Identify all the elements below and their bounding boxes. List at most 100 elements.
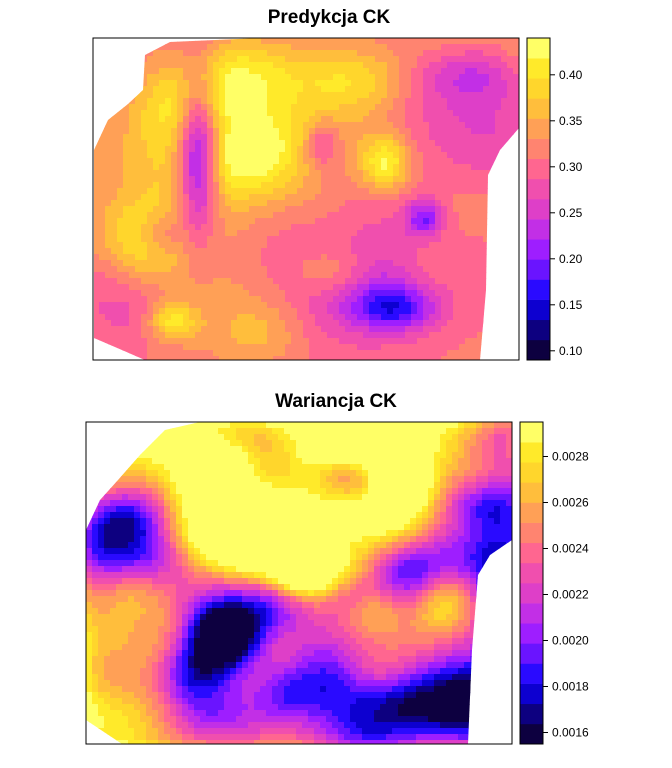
map-cell: [393, 344, 400, 351]
map-cell: [459, 290, 466, 297]
map-cell: [255, 56, 262, 63]
map-cell: [507, 248, 514, 255]
map-cell: [476, 422, 483, 429]
map-cell: [477, 344, 484, 351]
map-cell: [309, 188, 316, 195]
map-cell: [122, 488, 129, 495]
map-cell: [315, 200, 322, 207]
map-cell: [405, 320, 412, 327]
map-cell: [147, 254, 154, 261]
map-cell: [272, 482, 279, 489]
map-cell: [111, 134, 118, 141]
map-cell: [315, 194, 322, 201]
map-cell: [183, 260, 190, 267]
map-cell: [165, 68, 172, 75]
map-cell: [213, 98, 220, 105]
map-cell: [405, 248, 412, 255]
map-cell: [417, 242, 424, 249]
map-cell: [267, 62, 274, 69]
map-cell: [392, 494, 399, 501]
map-cell: [321, 248, 328, 255]
map-cell: [309, 116, 316, 123]
map-cell: [375, 86, 382, 93]
map-cell: [129, 80, 136, 87]
map-cell: [393, 128, 400, 135]
map-cell: [243, 62, 250, 69]
map-cell: [219, 74, 226, 81]
map-cell: [386, 470, 393, 477]
map-cell: [345, 200, 352, 207]
map-cell: [459, 344, 466, 351]
map-cell: [176, 428, 183, 435]
map-cell: [153, 236, 160, 243]
map-cell: [218, 488, 225, 495]
map-cell: [225, 116, 232, 123]
map-cell: [94, 242, 100, 249]
map-cell: [327, 260, 334, 267]
map-cell: [213, 74, 220, 81]
map-cell: [320, 428, 327, 435]
map-cell: [290, 440, 297, 447]
map-cell: [333, 350, 340, 357]
map-cell: [423, 326, 430, 333]
map-cell: [243, 170, 250, 177]
map-cell: [489, 62, 496, 69]
map-cell: [279, 116, 286, 123]
map-cell: [212, 494, 219, 501]
map-cell: [249, 290, 256, 297]
map-cell: [363, 110, 370, 117]
map-cell: [171, 56, 178, 63]
map-cell: [459, 38, 466, 45]
map-cell: [171, 344, 178, 351]
map-cell: [219, 98, 226, 105]
map-cell: [494, 440, 501, 447]
map-cell: [482, 452, 489, 459]
map-cell: [94, 332, 100, 339]
map-cell: [363, 218, 370, 225]
map-cell: [453, 140, 460, 147]
map-cell: [129, 128, 136, 135]
map-cell: [99, 80, 106, 87]
map-cell: [278, 464, 285, 471]
map-cell: [429, 296, 436, 303]
map-cell: [458, 488, 465, 495]
map-cell: [159, 44, 166, 51]
map-cell: [285, 206, 292, 213]
map-cell: [327, 212, 334, 219]
map-cell: [453, 50, 460, 57]
map-cell: [411, 308, 418, 315]
map-cell: [105, 98, 112, 105]
map-cell: [147, 116, 154, 123]
map-cell: [141, 128, 148, 135]
map-cell: [218, 512, 225, 519]
map-cell: [237, 350, 244, 357]
map-cell: [236, 434, 243, 441]
map-cell: [308, 476, 315, 483]
map-cell: [141, 338, 148, 345]
map-cell: [99, 110, 106, 117]
map-cell: [230, 422, 237, 429]
map-cell: [393, 62, 400, 69]
map-cell: [471, 194, 478, 201]
map-cell: [302, 434, 309, 441]
map-cell: [201, 92, 208, 99]
map-cell: [189, 290, 196, 297]
map-cell: [344, 464, 351, 471]
map-cell: [459, 350, 466, 357]
map-cell: [231, 92, 238, 99]
map-cell: [237, 236, 244, 243]
map-cell: [225, 260, 232, 267]
map-cell: [471, 104, 478, 111]
map-cell: [255, 302, 262, 309]
map-cell: [423, 284, 430, 291]
map-cell: [200, 512, 207, 519]
map-cell: [98, 464, 105, 471]
map-cell: [255, 332, 262, 339]
map-cell: [123, 38, 130, 45]
map-cell: [507, 140, 514, 147]
map-cell: [261, 164, 268, 171]
map-cell: [134, 506, 141, 513]
map-cell: [446, 434, 453, 441]
map-cell: [237, 128, 244, 135]
map-cell: [99, 194, 106, 201]
